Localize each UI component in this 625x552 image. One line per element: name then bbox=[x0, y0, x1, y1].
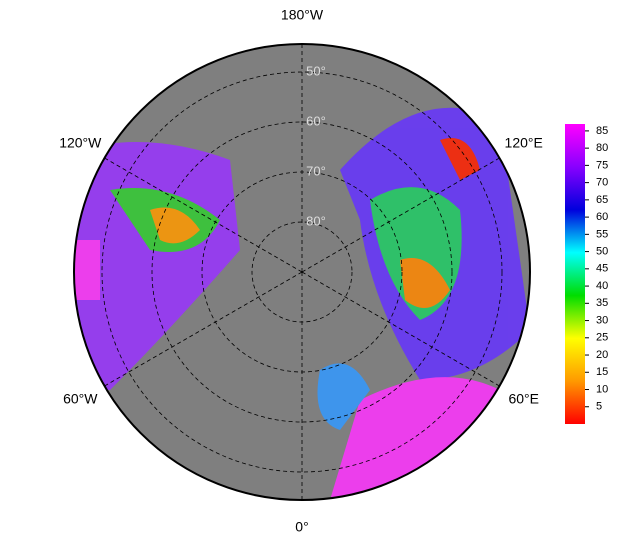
colorbar-label: 60 bbox=[596, 211, 608, 223]
colorbar-label: 45 bbox=[596, 263, 608, 275]
colorbar-label: 15 bbox=[596, 366, 608, 378]
colorbar-label: 65 bbox=[596, 194, 608, 206]
colorbar-label: 50 bbox=[596, 245, 608, 257]
meridian-label: 60°W bbox=[63, 391, 98, 407]
parallel-label: 50° bbox=[306, 63, 326, 78]
parallel-label: 80° bbox=[306, 213, 326, 228]
parallel-label: 60° bbox=[306, 113, 326, 128]
field-patch bbox=[330, 377, 500, 500]
field-patch bbox=[400, 258, 450, 308]
meridian-label: 0° bbox=[295, 519, 308, 535]
meridian bbox=[301, 157, 500, 273]
graticule bbox=[101, 44, 503, 500]
meridian-label: 120°E bbox=[505, 135, 543, 151]
colorbar-label: 25 bbox=[596, 332, 608, 344]
colorbar-label: 75 bbox=[596, 159, 608, 171]
parallel bbox=[101, 71, 503, 473]
colorbar bbox=[565, 124, 585, 424]
meridian-label: 180°W bbox=[281, 7, 324, 23]
colorbar-label: 40 bbox=[596, 280, 608, 292]
meridian bbox=[104, 157, 303, 273]
meridian bbox=[301, 271, 500, 387]
field-patch bbox=[440, 138, 480, 180]
meridian bbox=[104, 271, 303, 387]
colorbar-label: 10 bbox=[596, 383, 608, 395]
parallel bbox=[151, 121, 453, 423]
data-field bbox=[75, 107, 530, 500]
colorbar-label: 5 bbox=[596, 401, 602, 413]
colorbar-label: 30 bbox=[596, 314, 608, 326]
parallel-label: 70° bbox=[306, 163, 326, 178]
colorbar-label: 70 bbox=[596, 177, 608, 189]
field-patch bbox=[75, 142, 240, 390]
colorbar-label: 35 bbox=[596, 297, 608, 309]
field-patch bbox=[317, 363, 370, 430]
field-patch bbox=[75, 240, 100, 300]
meridian-label: 60°E bbox=[508, 391, 539, 407]
colorbar-label: 85 bbox=[596, 125, 608, 137]
meridian-label: 120°W bbox=[59, 135, 102, 151]
map-border bbox=[73, 43, 531, 501]
colorbar-label: 55 bbox=[596, 228, 608, 240]
colorbar-label: 80 bbox=[596, 142, 608, 154]
colorbar-label: 20 bbox=[596, 349, 608, 361]
